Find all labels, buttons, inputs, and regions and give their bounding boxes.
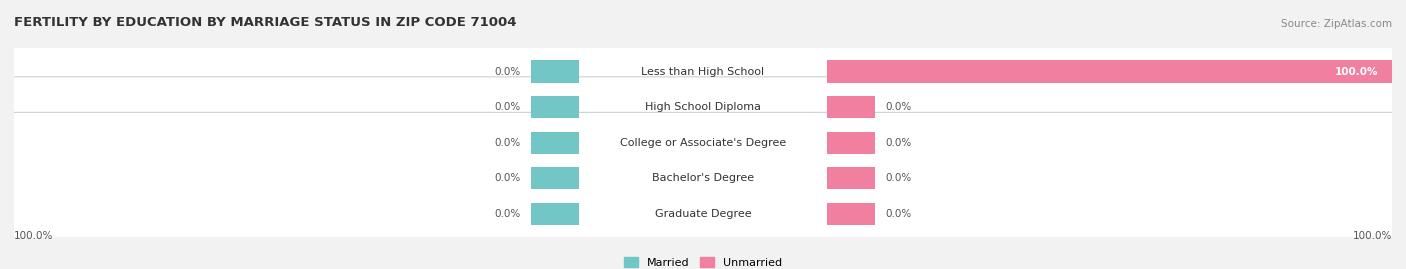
Bar (827, 167, 875, 189)
Text: 0.0%: 0.0% (886, 102, 912, 112)
Text: 0.0%: 0.0% (494, 209, 520, 219)
Bar (827, 96, 875, 118)
Bar (827, 61, 1406, 83)
Text: 100.0%: 100.0% (14, 231, 53, 241)
FancyBboxPatch shape (0, 0, 1406, 173)
Text: FERTILITY BY EDUCATION BY MARRIAGE STATUS IN ZIP CODE 71004: FERTILITY BY EDUCATION BY MARRIAGE STATU… (14, 16, 516, 29)
Text: High School Diploma: High School Diploma (645, 102, 761, 112)
FancyBboxPatch shape (0, 41, 1406, 244)
FancyBboxPatch shape (0, 6, 1406, 208)
FancyBboxPatch shape (0, 112, 1406, 269)
Bar (531, 96, 579, 118)
Legend: Married, Unmarried: Married, Unmarried (620, 253, 786, 269)
Text: 0.0%: 0.0% (494, 173, 520, 183)
Text: College or Associate's Degree: College or Associate's Degree (620, 137, 786, 148)
Text: Graduate Degree: Graduate Degree (655, 209, 751, 219)
Bar (531, 203, 579, 225)
FancyBboxPatch shape (0, 77, 1406, 269)
Bar (531, 61, 579, 83)
Text: Less than High School: Less than High School (641, 66, 765, 76)
Text: 100.0%: 100.0% (1334, 66, 1378, 76)
Text: 0.0%: 0.0% (494, 66, 520, 76)
Bar (531, 167, 579, 189)
Bar (531, 132, 579, 154)
Text: 100.0%: 100.0% (1353, 231, 1392, 241)
Text: 0.0%: 0.0% (886, 137, 912, 148)
Text: 0.0%: 0.0% (494, 137, 520, 148)
Text: Bachelor's Degree: Bachelor's Degree (652, 173, 754, 183)
Bar (827, 203, 875, 225)
Text: 0.0%: 0.0% (494, 102, 520, 112)
Text: 0.0%: 0.0% (886, 173, 912, 183)
Text: Source: ZipAtlas.com: Source: ZipAtlas.com (1281, 19, 1392, 29)
Bar (827, 132, 875, 154)
Text: 0.0%: 0.0% (886, 209, 912, 219)
